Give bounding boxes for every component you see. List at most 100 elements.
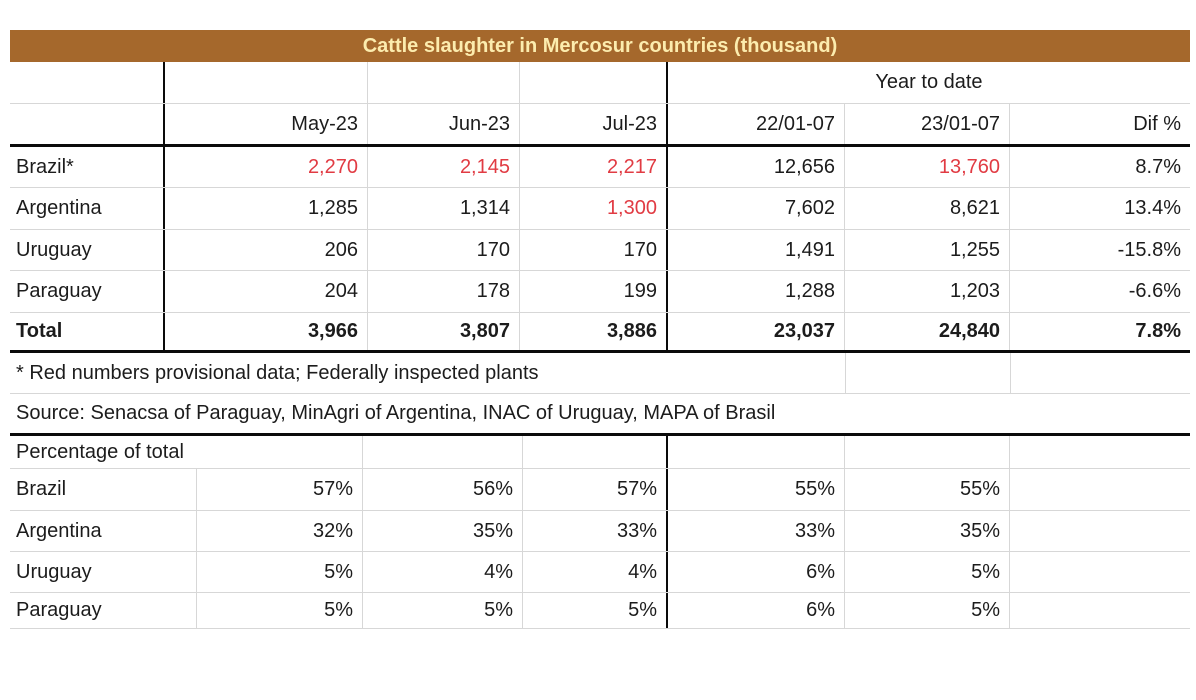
row-label: Paraguay — [10, 271, 165, 312]
empty-cell — [845, 353, 1010, 393]
row-label: Argentina — [10, 511, 197, 551]
percentage-cell: 33% — [668, 511, 845, 551]
percentage-cell: 6% — [668, 593, 845, 628]
value-cell: 1,491 — [668, 230, 845, 270]
empty-cell — [523, 436, 668, 468]
empty-cell — [363, 436, 523, 468]
percentage-cell: 6% — [668, 552, 845, 592]
value-cell: 1,314 — [368, 188, 520, 229]
value-cell: 3,807 — [368, 313, 520, 350]
value-cell: 23,037 — [668, 313, 845, 350]
percentage-cell: 57% — [197, 469, 363, 510]
empty-cell — [1010, 593, 1190, 628]
value-cell: 170 — [520, 230, 668, 270]
percentage-section-label: Percentage of total — [10, 436, 363, 468]
value-cell: 204 — [165, 271, 368, 312]
value-cell: 1,300 — [520, 188, 668, 229]
value-cell: 8,621 — [845, 188, 1010, 229]
column-header: Dif % — [1133, 112, 1181, 135]
column-header: Jul-23 — [520, 104, 668, 144]
empty-cell — [165, 62, 368, 103]
empty-cell — [520, 62, 668, 103]
value-cell: 8.7% — [1135, 155, 1181, 178]
cattle-slaughter-table: Cattle slaughter in Mercosur countries (… — [10, 30, 1190, 629]
source-text: Source: Senacsa of Paraguay, MinAgri of … — [16, 402, 776, 424]
year-to-date-header: Year to date — [875, 71, 983, 93]
value-cell: -6.6% — [1128, 280, 1181, 302]
value-cell: 12,656 — [668, 147, 845, 187]
percentage-cell: 4% — [363, 552, 523, 592]
empty-cell — [845, 436, 1010, 468]
percentage-row-paraguay: Paraguay 5% 5% 5% 6% 5% — [10, 593, 1190, 629]
row-label: Paraguay — [10, 593, 197, 628]
column-header-row: May-23 Jun-23 Jul-23 22/01-07 23/01-07 Dif % — [10, 104, 1190, 147]
percentage-cell: 55% — [668, 469, 845, 510]
value-cell: 2,270 — [165, 147, 368, 187]
column-header: 23/01-07 — [845, 104, 1010, 144]
source-row: Source: Senacsa of Paraguay, MinAgri of … — [10, 394, 1190, 436]
value-cell: 1,285 — [165, 188, 368, 229]
data-row-argentina: Argentina 1,285 1,314 1,300 7,602 8,621 13.4% — [10, 188, 1190, 230]
data-row-brazil: Brazil* 2,270 2,145 2,217 12,656 13,760 8.7% — [10, 147, 1190, 188]
value-cell: 199 — [520, 271, 668, 312]
row-label: Brazil — [10, 469, 197, 510]
data-row-paraguay: Paraguay 204 178 199 1,288 1,203 -6.6% — [10, 271, 1190, 313]
percentage-cell: 35% — [363, 511, 523, 551]
value-cell: 178 — [368, 271, 520, 312]
empty-cell — [1010, 511, 1190, 551]
value-cell: 1,255 — [845, 230, 1010, 270]
year-to-date-row: Year to date — [10, 62, 1190, 104]
empty-cell — [1010, 552, 1190, 592]
value-cell: 206 — [165, 230, 368, 270]
table-title: Cattle slaughter in Mercosur countries (… — [10, 30, 1190, 62]
column-header: 22/01-07 — [668, 104, 845, 144]
value-cell: 7,602 — [668, 188, 845, 229]
percentage-cell: 33% — [523, 511, 668, 551]
percentage-header-row: Percentage of total — [10, 436, 1190, 469]
empty-cell — [368, 62, 520, 103]
empty-cell — [1010, 469, 1190, 510]
corner-cell — [10, 104, 165, 144]
percentage-cell: 5% — [845, 593, 1010, 628]
row-label: Brazil* — [10, 147, 165, 187]
column-header: May-23 — [165, 104, 368, 144]
percentage-cell: 5% — [845, 552, 1010, 592]
value-cell: 7.8% — [1135, 320, 1181, 342]
percentage-row-argentina: Argentina 32% 35% 33% 33% 35% — [10, 511, 1190, 552]
empty-cell — [668, 436, 845, 468]
footnote-row: * Red numbers provisional data; Federall… — [10, 353, 1190, 394]
percentage-cell: 55% — [845, 469, 1010, 510]
percentage-cell: 5% — [197, 593, 363, 628]
empty-cell — [10, 62, 165, 103]
data-row-total: Total 3,966 3,807 3,886 23,037 24,840 7.8% — [10, 313, 1190, 353]
data-row-uruguay: Uruguay 206 170 170 1,491 1,255 -15.8% — [10, 230, 1190, 271]
percentage-cell: 4% — [523, 552, 668, 592]
main-table-body: Brazil* 2,270 2,145 2,217 12,656 13,760 8.7% Ar… — [10, 147, 1190, 353]
empty-cell — [1010, 353, 1190, 393]
value-cell: 3,886 — [520, 313, 668, 350]
row-label: Total — [10, 313, 165, 350]
column-header: Jun-23 — [368, 104, 520, 144]
value-cell: 13,760 — [845, 147, 1010, 187]
value-cell: 1,203 — [845, 271, 1010, 312]
percentage-cell: 32% — [197, 511, 363, 551]
value-cell: 24,840 — [845, 313, 1010, 350]
row-label: Argentina — [10, 188, 165, 229]
percentage-row-uruguay: Uruguay 5% 4% 4% 6% 5% — [10, 552, 1190, 593]
value-cell: 2,217 — [520, 147, 668, 187]
row-label: Uruguay — [10, 230, 165, 270]
empty-cell — [1010, 436, 1190, 468]
value-cell: 3,966 — [165, 313, 368, 350]
percentage-cell: 5% — [363, 593, 523, 628]
footnote-text: * Red numbers provisional data; Federall… — [16, 361, 539, 384]
value-cell: 1,288 — [668, 271, 845, 312]
value-cell: 2,145 — [368, 147, 520, 187]
value-cell: -15.8% — [1117, 238, 1181, 261]
value-cell: 170 — [368, 230, 520, 270]
percentage-cell: 56% — [363, 469, 523, 510]
percentage-cell: 35% — [845, 511, 1010, 551]
percentage-cell: 5% — [523, 593, 668, 628]
percentage-row-brazil: Brazil 57% 56% 57% 55% 55% — [10, 469, 1190, 511]
value-cell: 13.4% — [1124, 197, 1181, 219]
